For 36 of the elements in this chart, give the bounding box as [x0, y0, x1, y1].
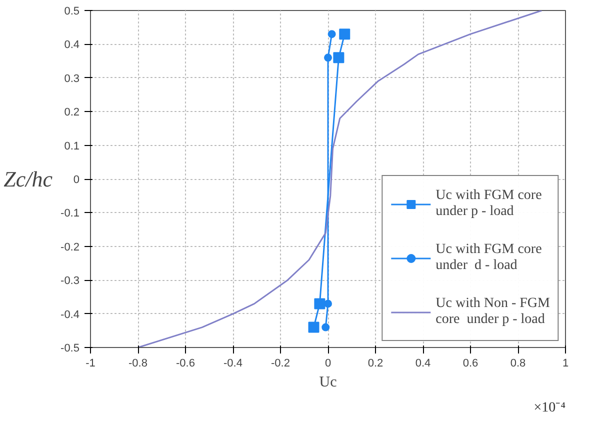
- x-tick-label: -0.8: [128, 358, 148, 370]
- x-tick-label: -0.6: [176, 358, 195, 370]
- y-tick-label: 0.5: [64, 6, 80, 18]
- y-tick-label: 0.2: [64, 106, 80, 119]
- y-tick-label: -0.4: [60, 308, 80, 321]
- x-tick-label: -1: [86, 358, 96, 370]
- legend-label: Uc with Non - FGM core under p - load: [436, 295, 550, 329]
- text: ×10⁻⁴: [534, 400, 566, 416]
- x-tick-label: 0.6: [462, 358, 478, 370]
- x-tick-label: 0.4: [415, 358, 431, 370]
- y-tick-label: -0.2: [60, 241, 80, 254]
- point: [308, 322, 320, 333]
- x-tick-label: -0.4: [224, 358, 242, 370]
- point: [333, 52, 344, 64]
- y-tick-label: 0: [73, 174, 80, 186]
- point: [324, 54, 332, 62]
- x-tick-label: -0.2: [271, 358, 290, 370]
- y-tick-label: -0.3: [60, 275, 80, 288]
- point: [314, 298, 326, 310]
- point: [339, 28, 350, 40]
- y-tick-label: -0.5: [60, 342, 80, 354]
- x-tick-label: 1: [562, 358, 569, 370]
- y-tick-label: 0.4: [64, 39, 80, 52]
- y-tick-label: 0.3: [64, 72, 80, 85]
- x-tick-label: 0.8: [510, 358, 526, 370]
- x-axis-title: Uc: [319, 374, 338, 390]
- x-tick-label: 0: [324, 358, 332, 370]
- y-tick-label: -0.1: [60, 208, 80, 220]
- x-tick-label: 0.2: [368, 358, 384, 370]
- point: [324, 300, 332, 308]
- point: [328, 30, 336, 38]
- legend-label: Uc with FGM core under d - load: [436, 241, 542, 275]
- legend-label: Uc with FGM core under p - load: [436, 187, 542, 221]
- y-tick-label: 0.1: [64, 140, 80, 152]
- y-axis-title: Zc/hc: [4, 166, 53, 192]
- point: [322, 323, 330, 332]
